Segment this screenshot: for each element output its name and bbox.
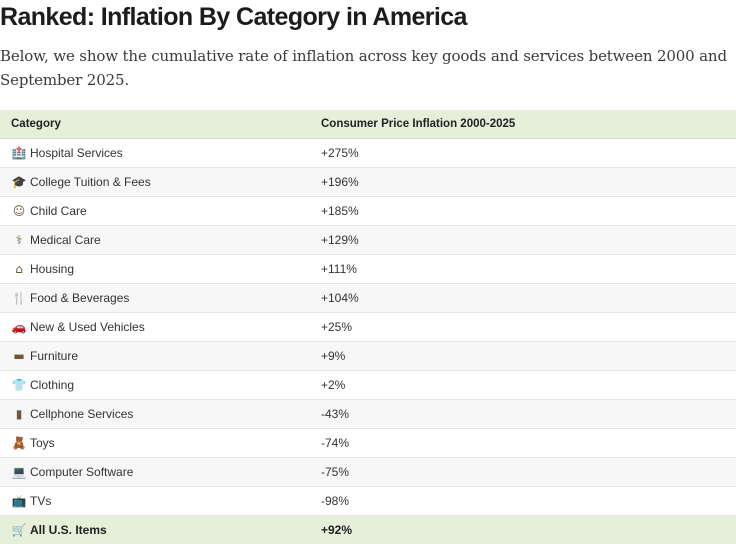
- shirt-icon: 👕: [11, 378, 27, 392]
- inflation-value-cell: +185%: [310, 197, 736, 226]
- category-label: Hospital Services: [30, 146, 123, 160]
- inflation-value-cell: +104%: [310, 284, 736, 313]
- table-row: 📺TVs-98%: [0, 487, 736, 516]
- column-header-inflation: Consumer Price Inflation 2000-2025: [310, 110, 736, 139]
- category-cell: 🏥Hospital Services: [0, 139, 310, 168]
- stethoscope-icon: ⚕: [11, 233, 27, 247]
- page-subtitle: Below, we show the cumulative rate of in…: [0, 44, 736, 92]
- inflation-value-cell: +111%: [310, 255, 736, 284]
- column-header-category: Category: [0, 110, 310, 139]
- category-label: College Tuition & Fees: [30, 175, 151, 189]
- table-row: ⚕Medical Care+129%: [0, 226, 736, 255]
- table-row: ☺Child Care+185%: [0, 197, 736, 226]
- inflation-value-cell: -43%: [310, 400, 736, 429]
- inflation-value-cell: +129%: [310, 226, 736, 255]
- category-label: Cellphone Services: [30, 407, 133, 421]
- teddy-bear-icon: 🧸: [11, 436, 27, 450]
- category-cell: ⚕Medical Care: [0, 226, 310, 255]
- inflation-value-cell: -75%: [310, 458, 736, 487]
- category-label: Computer Software: [30, 465, 133, 479]
- inflation-value-cell: -98%: [310, 487, 736, 516]
- child-face-icon: ☺: [11, 204, 27, 218]
- category-cell: ⌂Housing: [0, 255, 310, 284]
- inflation-value-cell: +275%: [310, 139, 736, 168]
- category-label: Toys: [30, 436, 55, 450]
- category-cell: 🍴Food & Beverages: [0, 284, 310, 313]
- category-label: Clothing: [30, 378, 74, 392]
- category-cell: ☺Child Care: [0, 197, 310, 226]
- table-header-row: Category Consumer Price Inflation 2000-2…: [0, 110, 736, 139]
- total-label: All U.S. Items: [30, 523, 107, 537]
- inflation-value-cell: +25%: [310, 313, 736, 342]
- category-label: New & Used Vehicles: [30, 320, 145, 334]
- category-cell: ▮Cellphone Services: [0, 400, 310, 429]
- house-icon: ⌂: [11, 262, 27, 276]
- graduation-cap-icon: 🎓: [11, 175, 27, 189]
- category-label: Housing: [30, 262, 74, 276]
- car-icon: 🚗: [11, 320, 27, 334]
- mobile-phone-icon: ▮: [11, 407, 27, 421]
- category-cell: 💻Computer Software: [0, 458, 310, 487]
- category-label: Medical Care: [30, 233, 101, 247]
- hospital-icon: 🏥: [11, 146, 27, 160]
- category-label: TVs: [30, 494, 51, 508]
- shopping-cart-icon: 🛒: [11, 523, 27, 537]
- table-row: 🏥Hospital Services+275%: [0, 139, 736, 168]
- table-row: 👕Clothing+2%: [0, 371, 736, 400]
- inflation-value-cell: -74%: [310, 429, 736, 458]
- category-label: Child Care: [30, 204, 87, 218]
- category-label: Furniture: [30, 349, 78, 363]
- table-body: 🏥Hospital Services+275%🎓College Tuition …: [0, 139, 736, 544]
- category-cell: 📺TVs: [0, 487, 310, 516]
- inflation-value-cell: +9%: [310, 342, 736, 371]
- category-cell: 🧸Toys: [0, 429, 310, 458]
- table-row: 🚗New & Used Vehicles+25%: [0, 313, 736, 342]
- table-row-total: 🛒All U.S. Items +92%: [0, 516, 736, 544]
- category-cell: 🚗New & Used Vehicles: [0, 313, 310, 342]
- inflation-value-cell: +196%: [310, 168, 736, 197]
- category-cell: ▬Furniture: [0, 342, 310, 371]
- sofa-icon: ▬: [11, 349, 27, 363]
- page-title: Ranked: Inflation By Category in America: [0, 3, 467, 32]
- inflation-table: Category Consumer Price Inflation 2000-2…: [0, 110, 736, 544]
- table-row: 🍴Food & Beverages+104%: [0, 284, 736, 313]
- table-row: ▮Cellphone Services-43%: [0, 400, 736, 429]
- category-cell: 👕Clothing: [0, 371, 310, 400]
- table-row: ▬Furniture+9%: [0, 342, 736, 371]
- table-row: 🧸Toys-74%: [0, 429, 736, 458]
- laptop-icon: 💻: [11, 465, 27, 479]
- total-value-cell: +92%: [310, 516, 736, 544]
- category-label: Food & Beverages: [30, 291, 129, 305]
- category-cell: 🎓College Tuition & Fees: [0, 168, 310, 197]
- table-row: ⌂Housing+111%: [0, 255, 736, 284]
- fork-knife-icon: 🍴: [11, 291, 27, 305]
- table-row: 🎓College Tuition & Fees+196%: [0, 168, 736, 197]
- television-icon: 📺: [11, 494, 27, 508]
- total-category-cell: 🛒All U.S. Items: [0, 516, 310, 544]
- inflation-value-cell: +2%: [310, 371, 736, 400]
- table-row: 💻Computer Software-75%: [0, 458, 736, 487]
